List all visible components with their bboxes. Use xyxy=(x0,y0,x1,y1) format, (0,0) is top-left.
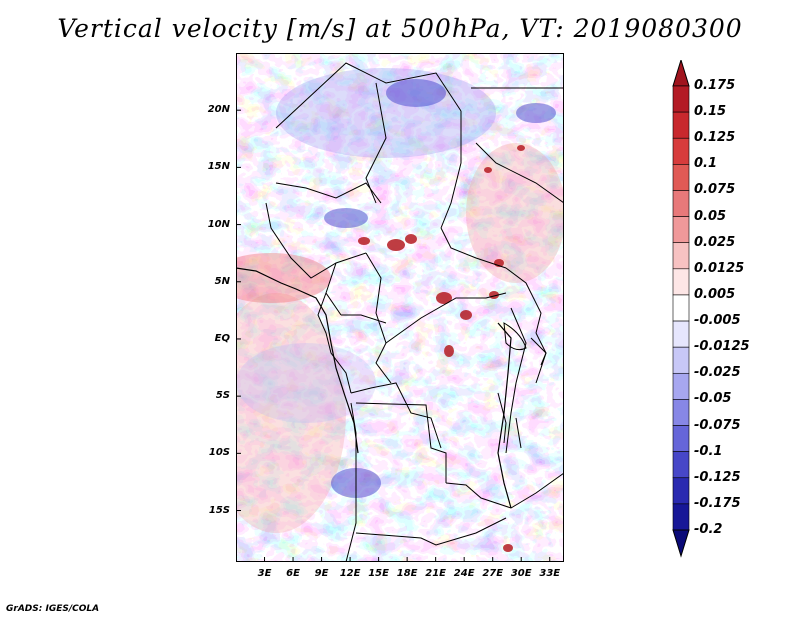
colorbar-swatch xyxy=(672,164,690,191)
colorbar-tick-label: -0.005 xyxy=(694,313,741,329)
colorbar-tick-label: 0.025 xyxy=(694,234,736,250)
lat-tick-label: 5N xyxy=(214,275,230,287)
lon-tick-label: 9E xyxy=(314,568,329,579)
colorbar-tick-label: -0.05 xyxy=(694,391,732,407)
coastline xyxy=(236,267,512,509)
lon-tick-label: 33E xyxy=(539,568,561,579)
blue-region-southwest xyxy=(236,343,376,423)
colorbar-tick-label: 0.05 xyxy=(694,208,727,224)
lon-tick-label: 27E xyxy=(482,568,504,579)
map-panel: 20N 15N 10N 5N EQ 5S 10S 15S 3E 6E 9E 12E 15E 18E 21E… xyxy=(208,53,564,579)
colorbar-swatch xyxy=(672,346,690,374)
country-borders xyxy=(265,62,564,562)
colorbar-tick-label: 0.0125 xyxy=(694,260,745,276)
strong-ascent-cells xyxy=(358,145,525,552)
colorbar-swatch xyxy=(672,111,690,139)
colorbar-swatch xyxy=(672,137,690,165)
lat-tick-label: 10N xyxy=(207,218,230,230)
lon-tick-label: 24E xyxy=(453,568,475,579)
vertical-velocity-field xyxy=(236,53,564,562)
colorbar-tick-label: -0.025 xyxy=(694,365,741,381)
colorbar-swatch xyxy=(672,216,690,244)
colorbar-tick-label: 0.15 xyxy=(694,104,727,120)
lon-tick-label: 15E xyxy=(368,568,389,579)
lon-tick-label: 6E xyxy=(286,568,300,579)
colorbar-swatch xyxy=(672,320,690,348)
colorbar-swatch xyxy=(672,477,690,505)
colorbar-swatch xyxy=(672,268,690,296)
blue-region-north xyxy=(276,68,496,158)
lon-tick-label: 30E xyxy=(510,568,532,579)
colorbar-swatch xyxy=(672,425,690,452)
colorbar-tick-label: -0.075 xyxy=(694,417,741,433)
lon-tick-label: 21E xyxy=(425,568,447,579)
lat-tick-label: 15N xyxy=(207,161,230,173)
colorbar-tick-label: 0.005 xyxy=(694,286,736,302)
colorbar-swatch xyxy=(672,451,690,479)
red-region-gulf xyxy=(236,253,331,303)
colorbar-tick-label: 0.1 xyxy=(694,156,718,172)
strong-descent-cells xyxy=(324,79,556,498)
colorbar-bottom-arrow xyxy=(672,529,690,558)
colorbar-swatch xyxy=(672,85,690,113)
colorbar-tick-label: 0.125 xyxy=(694,130,736,146)
colorbar-swatch xyxy=(672,242,690,270)
lakes xyxy=(497,322,547,449)
colorbar-top-arrow xyxy=(672,60,690,87)
colorbar-swatch xyxy=(672,399,690,426)
lat-tick-label: 15S xyxy=(208,504,230,516)
colorbar-tick-label: -0.125 xyxy=(694,469,741,485)
colorbar-tick-label: -0.0125 xyxy=(694,339,750,355)
lat-tick-label: 5S xyxy=(215,390,230,402)
colorbar-tick-label: -0.2 xyxy=(694,522,723,537)
lon-tick-label: 18E xyxy=(396,568,418,579)
lat-tick-label: 10S xyxy=(208,447,230,459)
colorbar-swatch xyxy=(672,294,690,322)
map-frame xyxy=(236,53,564,562)
field-texture xyxy=(236,53,564,562)
colorbar-tick-label: -0.175 xyxy=(694,495,741,511)
red-region-west xyxy=(236,293,346,533)
colorbar-swatch xyxy=(672,372,690,400)
red-region-east xyxy=(466,143,564,283)
colorbar-tick-label: 0.175 xyxy=(694,78,736,93)
colorbar-tick-label: 0.075 xyxy=(694,182,736,198)
colorbar-swatch xyxy=(672,503,690,531)
footer-credit: GrADS: IGES/COLA xyxy=(6,604,100,614)
lat-tick-label: 20N xyxy=(207,104,230,116)
lon-tick-label: 12E xyxy=(339,568,361,579)
colorbar-swatch xyxy=(672,190,690,217)
colorbar-tick-label: -0.1 xyxy=(694,443,723,459)
lon-tick-label: 3E xyxy=(257,568,272,579)
lat-tick-label: EQ xyxy=(214,332,230,344)
chart-title: Vertical velocity [m/s] at 500hPa, VT: 2… xyxy=(57,14,743,43)
colorbar xyxy=(672,60,690,558)
